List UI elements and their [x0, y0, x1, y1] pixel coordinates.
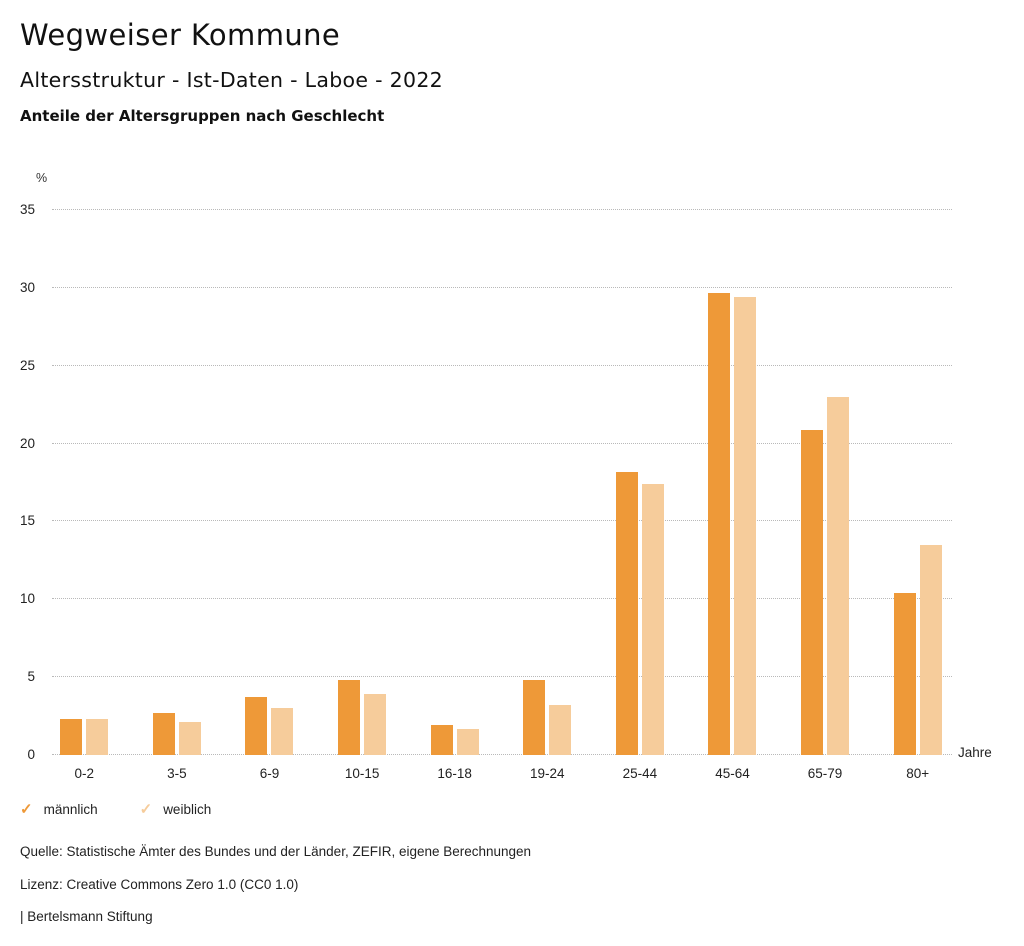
bar-group-19-24: 19-24	[501, 210, 594, 781]
y-tick-label-25: 25	[19, 357, 35, 373]
source-text: Quelle: Statistische Ämter des Bundes un…	[20, 844, 532, 859]
bar-weiblich-45-64[interactable]	[734, 297, 757, 755]
bar-group-80+: 80+	[871, 210, 964, 781]
y-tick-label-15: 15	[19, 513, 35, 529]
bar-pair	[708, 210, 757, 755]
bar-group-45-64: 45-64	[686, 210, 779, 781]
gridline-35: 35	[20, 202, 952, 217]
bar-pair	[893, 210, 942, 755]
bar-pair	[801, 210, 850, 755]
y-tick-label-10: 10	[19, 591, 35, 607]
bar-group-65-79: 65-79	[779, 210, 872, 781]
y-tick-label-5: 5	[27, 669, 35, 685]
checkmark-icon: ✓	[139, 801, 153, 818]
bar-männlich-25-44[interactable]	[615, 471, 638, 755]
gridline-20: 20	[20, 436, 952, 451]
y-tick-label-0: 0	[27, 747, 35, 762]
bar-weiblich-6-9[interactable]	[271, 708, 294, 755]
bar-männlich-0-2[interactable]	[60, 719, 83, 755]
x-tick-label-16-18: 16-18	[437, 766, 472, 781]
header: Wegweiser Kommune Altersstruktur - Ist-D…	[20, 18, 443, 125]
bar-pair	[523, 210, 572, 755]
y-axis-unit-label: %	[36, 171, 48, 185]
x-tick-label-25-44: 25-44	[622, 766, 658, 781]
bar-group-16-18: 16-18	[408, 210, 501, 781]
y-tick-label-35: 35	[19, 202, 35, 217]
x-tick-label-6-9: 6-9	[259, 766, 280, 781]
x-tick-label-19-24: 19-24	[530, 766, 565, 781]
footer: Quelle: Statistische Ämter des Bundes un…	[20, 844, 531, 942]
gridline-5: 5	[27, 669, 952, 684]
chart-subtitle: Anteile der Altersgruppen nach Geschlech…	[20, 107, 385, 125]
bar-männlich-10-15[interactable]	[338, 680, 361, 755]
bar-weiblich-0-2[interactable]	[86, 719, 109, 755]
bar-group-10-15: 10-15	[316, 210, 409, 781]
bar-pair	[338, 210, 387, 755]
bar-weiblich-16-18[interactable]	[456, 728, 479, 755]
bar-männlich-6-9[interactable]	[245, 697, 268, 755]
x-axis-unit-label: Jahre	[958, 745, 992, 760]
bar-group-6-9: 6-9	[223, 210, 316, 781]
bar-weiblich-65-79[interactable]	[827, 396, 850, 755]
bar-group-25-44: 25-44	[594, 210, 687, 781]
bar-weiblich-10-15[interactable]	[364, 694, 387, 755]
bar-pair	[60, 210, 109, 755]
checkmark-icon: ✓	[20, 801, 33, 818]
bar-pair	[430, 210, 479, 755]
x-tick-label-10-15: 10-15	[344, 766, 380, 781]
bar-weiblich-3-5[interactable]	[178, 722, 201, 755]
bar-group-0-2: 0-2	[38, 210, 131, 781]
chart-title: Altersstruktur - Ist-Daten - Laboe - 202…	[20, 68, 444, 92]
x-tick-label-45-64: 45-64	[715, 766, 750, 781]
bar-weiblich-19-24[interactable]	[549, 705, 572, 755]
app-title: Wegweiser Kommune	[20, 18, 341, 52]
bar-group-3-5: 3-5	[131, 210, 224, 781]
bar-weiblich-25-44[interactable]	[641, 484, 664, 755]
bar-männlich-19-24[interactable]	[523, 680, 546, 755]
license-text: Lizenz: Creative Commons Zero 1.0 (CC0 1…	[20, 876, 299, 892]
legend-item-weiblich[interactable]: ✓ weiblich	[140, 802, 212, 817]
x-tick-label-65-79: 65-79	[807, 766, 843, 781]
bar-pair	[615, 210, 664, 755]
bar-männlich-16-18[interactable]	[430, 725, 453, 755]
bar-weiblich-80+[interactable]	[919, 544, 942, 755]
attribution-text: | Bertelsmann Stiftung	[20, 909, 153, 924]
plot-area: 0 5 10 15 20 25 30 35	[20, 202, 952, 762]
bar-männlich-65-79[interactable]	[801, 429, 824, 755]
y-tick-label-20: 20	[19, 435, 35, 451]
bar-pair	[245, 210, 294, 755]
legend-item-männlich[interactable]: ✓ männlich	[20, 802, 98, 817]
bar-männlich-3-5[interactable]	[152, 712, 175, 755]
x-tick-label-3-5: 3-5	[167, 766, 187, 781]
bar-pair	[152, 210, 201, 755]
legend-label: weiblich	[163, 802, 212, 817]
gridline-25: 25	[20, 358, 952, 373]
gridline-30: 30	[20, 280, 952, 295]
x-tick-label-0-2: 0-2	[74, 766, 95, 781]
y-tick-label-30: 30	[19, 279, 35, 295]
legend-label: männlich	[43, 802, 98, 817]
gridline-0: 0	[27, 747, 952, 762]
bars-row: 0-2 3-5 6-9 10-15 16-18 19-24 25-44 45-64 65-79 8…	[38, 210, 964, 781]
bar-männlich-80+[interactable]	[893, 593, 916, 755]
gridline-10: 10	[20, 591, 952, 606]
gridline-15: 15	[20, 513, 952, 528]
bar-männlich-45-64[interactable]	[708, 292, 731, 755]
x-tick-label-80+: 80+	[906, 766, 930, 781]
legend: ✓ männlich ✓ weiblich	[20, 802, 211, 817]
